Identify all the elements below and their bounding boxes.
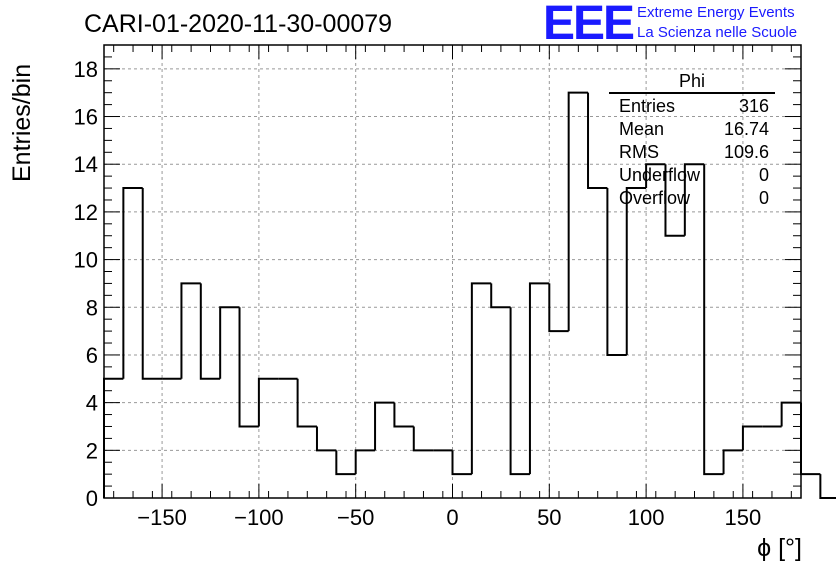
histogram-bin [141, 188, 163, 380]
logo-caption-line2: La Scienza nelle Scuole [637, 24, 798, 41]
histogram-bin [509, 307, 530, 476]
histogram-bin [683, 163, 705, 236]
stats-label: RMS [619, 142, 659, 162]
stats-row-underflow: Underflow 0 [609, 164, 775, 187]
histogram-bin [257, 377, 279, 427]
eee-logo: EEE [543, 0, 635, 50]
x-tick-label: −50 [337, 505, 374, 530]
histogram-bin [335, 450, 356, 476]
stats-row-mean: Mean 16.74 [609, 118, 775, 141]
stats-value: 16.74 [723, 119, 769, 139]
histogram-bin [238, 307, 259, 428]
plot-frame [103, 44, 802, 499]
stats-label: Mean [619, 119, 665, 139]
y-tick-label: 14 [74, 152, 98, 177]
histogram-bin [548, 283, 569, 333]
histogram-bin [219, 306, 240, 379]
y-tick-label: 12 [74, 200, 98, 225]
chart-title: CARI-01-2020-11-30-00079 [84, 10, 393, 38]
logo-caption-line1: Extreme Energy Events [637, 4, 795, 21]
y-tick-label: 18 [74, 57, 98, 82]
histogram-bin [199, 283, 221, 380]
histogram-bin [528, 282, 550, 475]
histogram-bin [703, 164, 724, 476]
histogram-bin [587, 92, 608, 190]
histogram-bin [180, 282, 201, 379]
stats-box: Phi Entries 316 Mean 16.74 RMS 109.6 Und… [609, 70, 775, 210]
histogram-bin [315, 426, 337, 452]
histogram-bin [722, 449, 743, 475]
y-tick-label: 2 [86, 438, 98, 463]
histogram-bin [354, 449, 376, 475]
stats-label: Underflow [619, 165, 701, 185]
y-tick-label: 8 [86, 295, 98, 320]
histogram-bin [625, 187, 647, 355]
stats-title: Phi [609, 70, 775, 94]
stats-value: 316 [738, 96, 769, 116]
histogram-bin [800, 402, 821, 476]
stats-label: Entries [619, 96, 676, 116]
x-tick-label: 50 [537, 505, 561, 530]
stats-value: 109.6 [723, 142, 769, 162]
y-tick-label: 6 [86, 343, 98, 368]
stats-value: 0 [758, 188, 769, 208]
histogram-bin [374, 401, 395, 451]
y-tick-label: 4 [86, 391, 98, 416]
x-tick-label: −100 [234, 505, 284, 530]
histogram-bin [780, 401, 801, 427]
stats-row-rms: RMS 109.6 [609, 141, 775, 164]
stats-row-entries: Entries 316 [609, 95, 775, 118]
histogram-bin [296, 378, 317, 428]
y-axis-label: Entries/bin [8, 63, 36, 182]
histogram-bin [122, 187, 143, 379]
histogram-bin [451, 450, 472, 476]
y-tick-label: 0 [86, 486, 98, 511]
y-tick-label: 16 [74, 105, 98, 130]
histogram-bin [741, 425, 763, 451]
histogram-bin [606, 188, 627, 356]
histogram-bin [567, 91, 589, 332]
histogram-bin [819, 474, 836, 499]
histogram-bin [412, 426, 434, 452]
x-tick-label: 0 [446, 505, 458, 530]
x-tick-label: −150 [137, 505, 187, 530]
logo-caption: Extreme Energy Events La Scienza nelle S… [637, 3, 797, 43]
y-tick-label: 10 [74, 248, 98, 273]
x-tick-label: 100 [628, 505, 665, 530]
histogram-bin [645, 163, 666, 189]
histogram-bin [393, 402, 414, 428]
x-tick-label: 150 [725, 505, 762, 530]
histogram-bin [664, 164, 685, 237]
x-axis-label: ϕ [°] [757, 534, 802, 562]
stats-label: Overflow [619, 188, 691, 208]
histogram-bin [490, 283, 511, 309]
histogram-bin [470, 282, 492, 475]
stats-row-overflow: Overflow 0 [609, 187, 775, 210]
stats-value: 0 [758, 165, 769, 185]
